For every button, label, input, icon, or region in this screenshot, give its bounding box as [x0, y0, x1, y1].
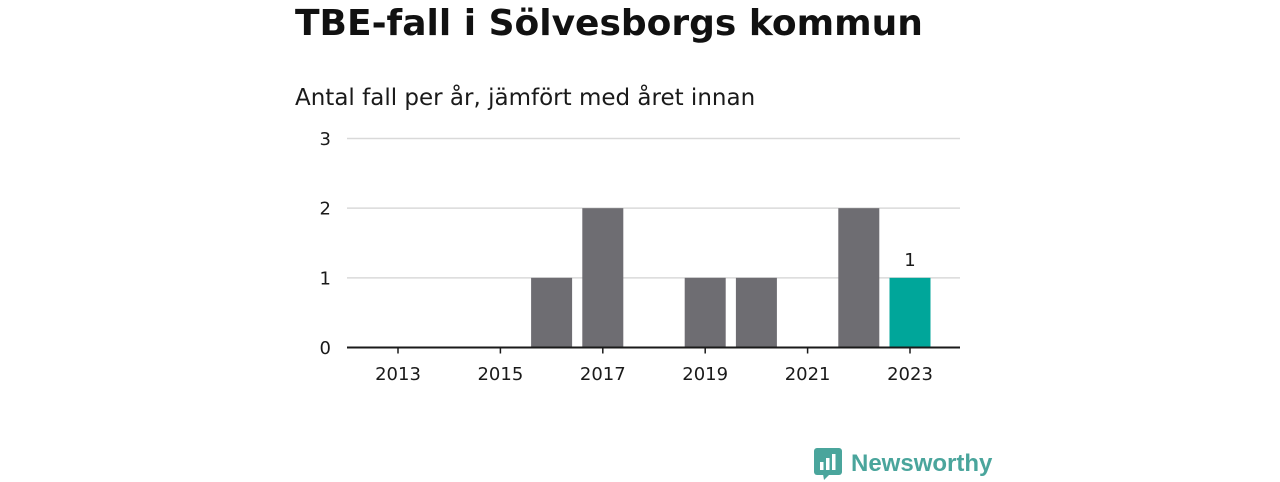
data-labels: 1 [904, 250, 915, 271]
x-axis-ticks: 2013 2015 2017 2019 2021 2023 [375, 347, 933, 385]
y-tick-label: 2 [320, 199, 331, 220]
x-tick-label: 2017 [580, 364, 626, 385]
bar-2023 [889, 277, 931, 348]
x-tick-label: 2023 [887, 364, 933, 385]
x-tick-label: 2019 [682, 364, 728, 385]
data-label: 1 [904, 250, 915, 271]
bar-2016 [531, 277, 573, 348]
y-tick-label: 3 [320, 129, 331, 150]
x-tick-label: 2015 [477, 364, 523, 385]
x-tick-label: 2013 [375, 364, 421, 385]
y-tick-label: 1 [320, 268, 331, 289]
bar-2017 [582, 208, 624, 348]
bar-chart-speech-bubble-icon [814, 448, 842, 480]
bar-2020 [735, 277, 777, 348]
brand-name: Newsworthy [851, 450, 993, 477]
bars [531, 208, 931, 348]
bar-2019 [684, 277, 726, 348]
y-axis-ticks: 0 1 2 3 [320, 129, 331, 359]
newsworthy-logo: Newsworthy [814, 446, 992, 482]
chart-subtitle: Antal fall per år, jämfört med året inna… [295, 85, 756, 111]
y-tick-label: 0 [320, 338, 331, 359]
x-tick-label: 2021 [785, 364, 831, 385]
bar-2022 [838, 208, 880, 348]
chart-title: TBE-fall i Sölvesborgs kommun [295, 3, 923, 44]
